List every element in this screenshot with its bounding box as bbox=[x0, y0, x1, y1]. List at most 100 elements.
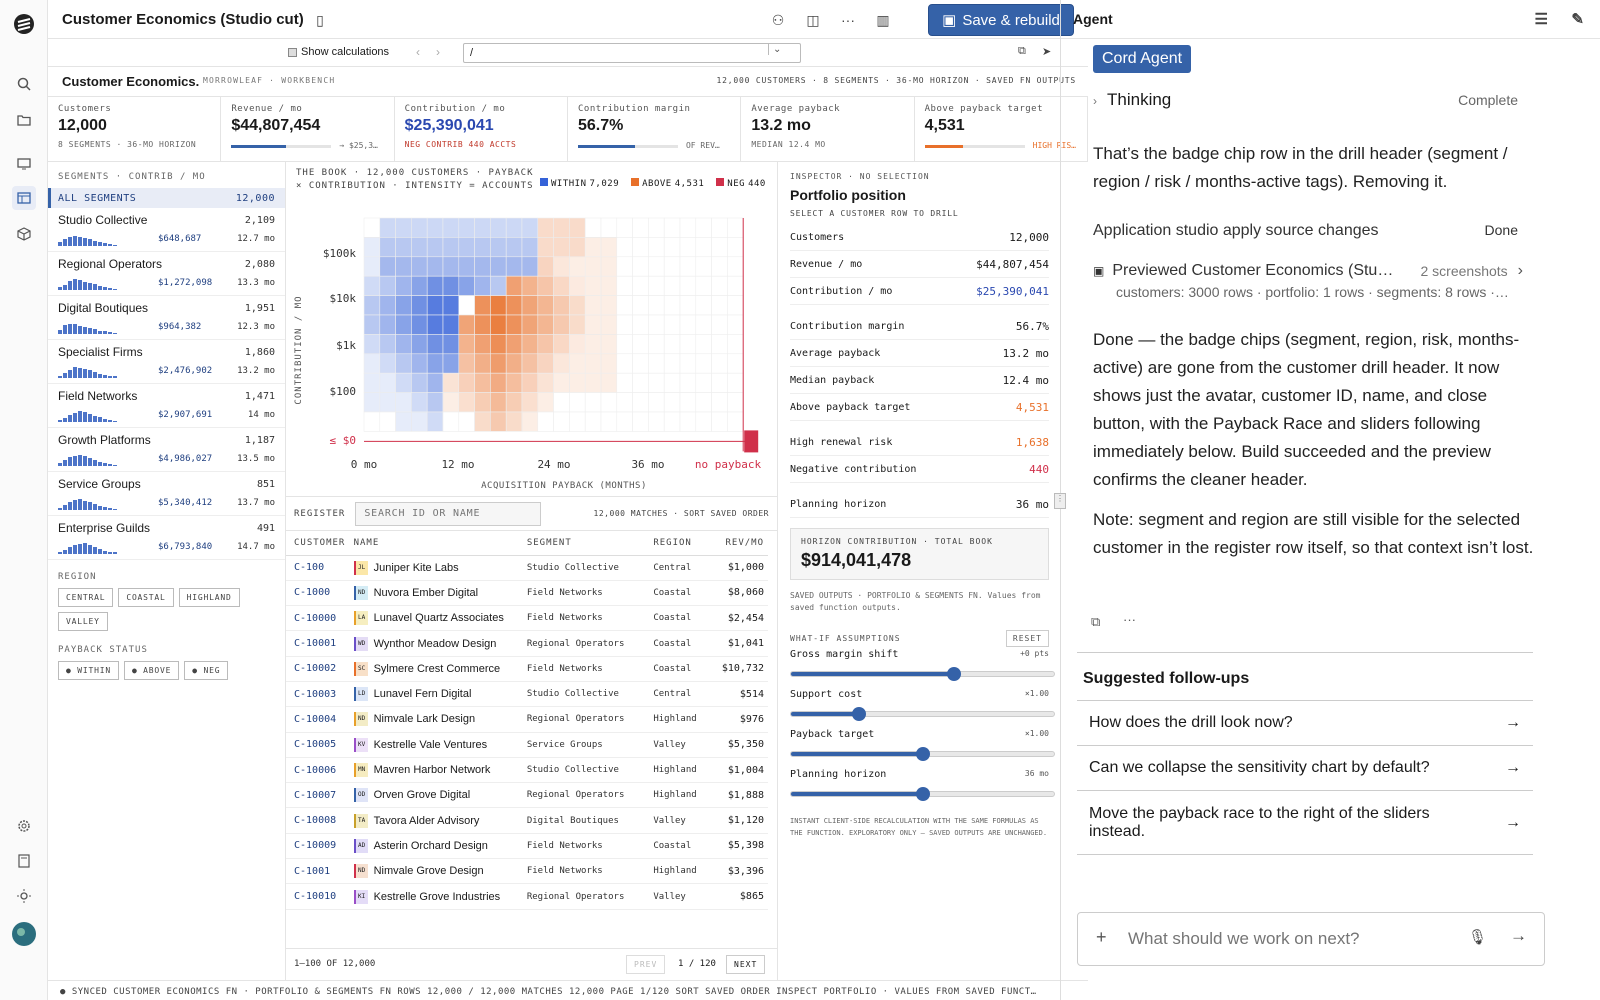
heatmap-cell[interactable] bbox=[695, 314, 712, 335]
all-segments-item[interactable]: ALL SEGMENTS 12,000 bbox=[48, 188, 285, 208]
users-icon[interactable]: ⚇ bbox=[771, 11, 785, 28]
heatmap-cell[interactable] bbox=[663, 295, 681, 316]
region-chip[interactable]: HIGHLAND bbox=[178, 588, 240, 607]
heatmap-cell[interactable] bbox=[600, 314, 618, 335]
heatmap-cell[interactable] bbox=[458, 353, 475, 374]
send-arrow-icon[interactable]: → bbox=[1510, 926, 1527, 945]
heatmap-cell[interactable] bbox=[426, 314, 444, 335]
heatmap-cell[interactable] bbox=[569, 314, 586, 335]
chat-input[interactable] bbox=[1128, 927, 1448, 951]
segment-item[interactable]: Digital Boutiques 1,951 $964,382 12.3 mo bbox=[48, 296, 285, 340]
heatmap-cell[interactable] bbox=[490, 217, 507, 238]
heatmap-cell[interactable] bbox=[663, 334, 681, 355]
heatmap-cell[interactable] bbox=[537, 372, 554, 393]
followup-suggestion[interactable]: How does the drill look now? → bbox=[1077, 701, 1533, 746]
heatmap-cell[interactable] bbox=[663, 275, 681, 296]
heatmap-cell[interactable] bbox=[569, 334, 586, 355]
heatmap-cell[interactable] bbox=[490, 411, 507, 432]
heatmap-cell[interactable] bbox=[632, 314, 649, 335]
heatmap-cell[interactable] bbox=[695, 334, 712, 355]
customer-id[interactable]: C-10008 bbox=[286, 807, 354, 834]
heatmap-cell[interactable] bbox=[648, 295, 665, 316]
back-arrow-icon[interactable]: ‹ bbox=[416, 45, 420, 59]
chevron-down-icon[interactable]: ⌄ bbox=[768, 44, 781, 55]
heatmap-cell[interactable] bbox=[695, 256, 712, 277]
heatmap-cell[interactable] bbox=[648, 314, 665, 335]
heatmap-cell[interactable] bbox=[363, 353, 381, 374]
heatmap-cell[interactable] bbox=[379, 392, 396, 413]
heatmap-cell[interactable] bbox=[411, 217, 428, 238]
calculator-icon[interactable] bbox=[12, 849, 36, 873]
heatmap-cell[interactable] bbox=[505, 237, 523, 258]
heatmap-cell[interactable] bbox=[458, 372, 475, 393]
heatmap-cell[interactable] bbox=[600, 334, 618, 355]
heatmap-cell[interactable] bbox=[632, 334, 649, 355]
heatmap-cell[interactable] bbox=[569, 392, 586, 413]
heatmap-cell[interactable] bbox=[379, 411, 396, 432]
heatmap-cell[interactable] bbox=[663, 237, 681, 258]
heatmap-cell[interactable] bbox=[395, 237, 412, 258]
heatmap-cell[interactable] bbox=[584, 334, 602, 355]
whatif-slider[interactable]: Planning horizon 36 mo bbox=[790, 769, 1055, 809]
heatmap-cell[interactable] bbox=[458, 217, 475, 238]
heatmap-cell[interactable] bbox=[411, 334, 428, 355]
heatmap-cell[interactable] bbox=[521, 237, 539, 258]
heatmap-cell[interactable] bbox=[474, 314, 491, 335]
heatmap-cell[interactable] bbox=[711, 237, 728, 258]
heatmap-cell[interactable] bbox=[569, 411, 586, 432]
heatmap-cell[interactable] bbox=[442, 256, 460, 277]
table-row[interactable]: C-10005 KV Kestrelle Vale Ventures Service … bbox=[286, 732, 768, 758]
heatmap-cell[interactable] bbox=[648, 353, 665, 374]
heatmap-cell[interactable] bbox=[363, 217, 381, 238]
heatmap-cell[interactable] bbox=[600, 353, 618, 374]
heatmap-cell[interactable] bbox=[411, 256, 428, 277]
heatmap-cell[interactable] bbox=[584, 295, 602, 316]
heatmap-cell[interactable] bbox=[553, 217, 570, 238]
customer-id[interactable]: C-10007 bbox=[286, 782, 354, 809]
followup-suggestion[interactable]: Can we collapse the sensitivity chart by… bbox=[1077, 746, 1533, 791]
heatmap-cell[interactable] bbox=[711, 314, 728, 335]
column-header[interactable]: SEGMENT bbox=[526, 531, 654, 556]
slider-thumb[interactable] bbox=[915, 787, 930, 801]
heatmap-cell[interactable] bbox=[442, 372, 460, 393]
segment-item[interactable]: Studio Collective 2,109 $648,687 12.7 mo bbox=[48, 208, 285, 252]
cube-icon[interactable] bbox=[12, 222, 36, 246]
customer-id[interactable]: C-10002 bbox=[286, 656, 354, 682]
heatmap-cell[interactable] bbox=[363, 314, 381, 335]
heatmap-cell[interactable] bbox=[711, 295, 728, 316]
heatmap-cell[interactable] bbox=[663, 353, 681, 374]
heatmap-cell[interactable] bbox=[727, 217, 744, 238]
heatmap-cell[interactable] bbox=[521, 411, 539, 432]
heatmap-cell[interactable] bbox=[379, 275, 396, 296]
heatmap-cell[interactable] bbox=[584, 392, 602, 413]
column-header[interactable]: REV/MO bbox=[711, 531, 768, 556]
heatmap-cell[interactable] bbox=[600, 275, 618, 296]
heatmap-cell[interactable] bbox=[363, 392, 381, 413]
heatmap-cell[interactable] bbox=[727, 275, 744, 296]
slider-track[interactable] bbox=[790, 747, 1055, 761]
heatmap-cell[interactable] bbox=[616, 372, 633, 393]
heatmap-cell[interactable] bbox=[442, 295, 460, 316]
customer-id[interactable]: C-10000 bbox=[286, 605, 354, 632]
heatmap-cell[interactable] bbox=[458, 256, 475, 277]
heatmap-cell[interactable] bbox=[458, 275, 475, 296]
table-row[interactable]: C-10006 MN Mavren Harbor Network Studio Col… bbox=[286, 757, 768, 784]
heatmap-cell[interactable] bbox=[537, 275, 554, 296]
heatmap-cell[interactable] bbox=[600, 217, 618, 238]
heatmap-cell[interactable] bbox=[379, 314, 396, 335]
slider-thumb[interactable] bbox=[852, 707, 867, 721]
heatmap-cell[interactable] bbox=[600, 256, 618, 277]
heatmap-cell[interactable] bbox=[695, 275, 712, 296]
heatmap-cell[interactable] bbox=[679, 256, 697, 277]
heatmap-cell[interactable] bbox=[679, 275, 697, 296]
panel-icon[interactable]: ▥ bbox=[876, 11, 890, 28]
heatmap-cell[interactable] bbox=[537, 392, 554, 413]
heatmap-cell[interactable] bbox=[411, 237, 428, 258]
heatmap-cell[interactable] bbox=[505, 411, 523, 432]
heatmap-cell[interactable] bbox=[553, 256, 570, 277]
heatmap-cell[interactable] bbox=[363, 256, 381, 277]
heatmap-cell[interactable] bbox=[379, 334, 396, 355]
heatmap-cell[interactable] bbox=[363, 411, 381, 432]
heatmap-cell[interactable] bbox=[490, 372, 507, 393]
microphone-icon[interactable]: 🎙 bbox=[1468, 929, 1488, 946]
